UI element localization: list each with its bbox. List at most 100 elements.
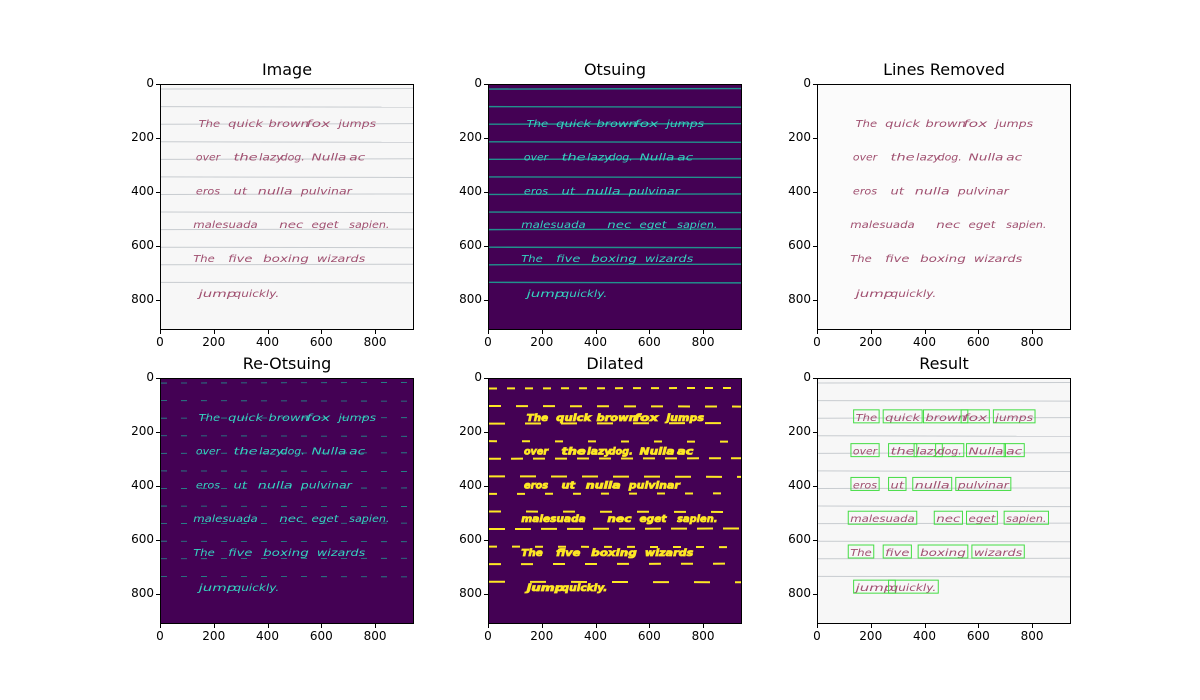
- ruled-line: [161, 470, 413, 472]
- x-tick: [870, 624, 872, 628]
- y-tick-label: 800: [131, 292, 154, 307]
- y-tick-label: 400: [131, 478, 154, 493]
- word-bounding-box: [1003, 443, 1025, 458]
- panel-image-lines-removed: The quick brown fox jumps over the lazy dog. Null…: [817, 84, 1071, 330]
- y-tick: [484, 540, 488, 542]
- y-tick: [813, 300, 817, 302]
- panel-background: [818, 379, 1070, 623]
- handwritten-word: jump: [196, 289, 237, 300]
- x-tick: [703, 624, 705, 628]
- y-tick-label: 200: [788, 130, 811, 145]
- word-bounding-box: [913, 443, 943, 458]
- handwritten-word: ut: [562, 186, 577, 197]
- handwritten-word: fox: [963, 413, 987, 424]
- y-tick-label: 600: [459, 532, 482, 547]
- handwritten-word: nec: [936, 514, 961, 525]
- handwritten-word: jumps: [664, 413, 704, 424]
- handwritten-word: eros: [196, 186, 220, 197]
- ruled-line: [161, 228, 413, 231]
- ruled-line: [489, 193, 741, 196]
- ruled-line: [161, 263, 413, 266]
- handwritten-word: wizards: [645, 548, 693, 559]
- handwritten-word: The: [199, 119, 221, 130]
- y-tick-label: 0: [803, 370, 811, 384]
- handwritten-word: jumps: [993, 413, 1033, 424]
- handwritten-word: Nulla: [312, 153, 347, 164]
- handwritten-word: jumps: [336, 119, 376, 130]
- handwritten-word: nulla: [586, 186, 621, 197]
- y-tick-label: 400: [459, 478, 482, 493]
- handwritten-word: five: [885, 548, 909, 559]
- y-tick: [484, 486, 488, 488]
- handwritten-word: The: [856, 413, 878, 424]
- x-tick-label: 0: [484, 335, 492, 349]
- handwritten-word: the: [234, 447, 258, 458]
- ruled-line: [489, 211, 741, 214]
- handwritten-word: jump: [853, 289, 894, 300]
- x-tick: [321, 624, 323, 628]
- handwritten-word: five: [228, 548, 252, 559]
- handwritten-word: brown: [597, 119, 637, 130]
- ruled-line: [818, 400, 1070, 402]
- x-tick: [213, 624, 215, 628]
- x-tick: [703, 330, 705, 334]
- y-tick-label: 200: [131, 424, 154, 439]
- ruled-line: [489, 158, 741, 161]
- panel-title-image: Image: [261, 60, 313, 79]
- x-tick-label: 800: [363, 629, 387, 643]
- y-tick: [813, 432, 817, 434]
- y-tick: [156, 192, 160, 194]
- handwritten-word: ut: [891, 480, 906, 491]
- handwritten-word: boxing: [263, 548, 309, 559]
- y-tick: [484, 594, 488, 596]
- handwritten-word: Nulla: [640, 447, 675, 458]
- word-bounding-box: [923, 409, 969, 424]
- handwritten-word: The: [193, 254, 215, 265]
- ruled-line: [161, 400, 413, 402]
- word-bounding-box: [933, 510, 963, 525]
- x-tick-label: 200: [530, 629, 554, 643]
- x-tick: [924, 624, 926, 628]
- handwritten-word: The: [527, 119, 549, 130]
- handwritten-word: the: [562, 153, 586, 164]
- ruled-line: [818, 522, 1070, 525]
- x-tick-label: 800: [691, 335, 715, 349]
- handwritten-word: five: [228, 254, 252, 265]
- handwritten-word: sapien.: [1006, 514, 1046, 525]
- handwritten-word: quickly.: [234, 289, 280, 300]
- x-tick: [267, 330, 269, 334]
- x-tick-label: 0: [813, 335, 821, 349]
- ruled-line: [489, 246, 741, 249]
- ruled-line: [489, 281, 741, 284]
- ruled-line: [818, 382, 1070, 384]
- handwritten-word: lazy: [587, 447, 612, 458]
- handwritten-word: brown: [597, 413, 637, 424]
- handwritten-word: over: [524, 447, 549, 458]
- x-tick-label: 600: [966, 335, 990, 349]
- handwritten-word: Nulla: [312, 447, 347, 458]
- ruled-line: [161, 382, 413, 384]
- handwritten-word: five: [556, 254, 580, 265]
- word-bounding-box: [847, 510, 918, 525]
- y-tick: [484, 192, 488, 194]
- ruled-line: [489, 545, 741, 549]
- handwritten-word: The: [521, 548, 543, 559]
- handwritten-word: nulla: [258, 480, 293, 491]
- x-tick: [1032, 624, 1034, 628]
- handwritten-word: nec: [607, 514, 631, 525]
- ruled-line: [818, 575, 1070, 578]
- handwritten-word: The: [850, 254, 872, 265]
- x-tick-label: 400: [913, 629, 936, 643]
- y-tick: [156, 594, 160, 596]
- x-tick-label: 400: [256, 335, 279, 349]
- handwritten-word: fox: [634, 413, 659, 424]
- y-tick: [484, 300, 488, 302]
- word-bounding-box: [912, 476, 953, 491]
- handwritten-word: lazy: [259, 447, 284, 458]
- handwritten-word: eros: [196, 480, 220, 491]
- ruled-line: [489, 87, 741, 90]
- x-tick-label: 600: [637, 629, 661, 643]
- handwritten-word: the: [891, 153, 915, 164]
- panel-title-dilated: Dilated: [586, 354, 644, 373]
